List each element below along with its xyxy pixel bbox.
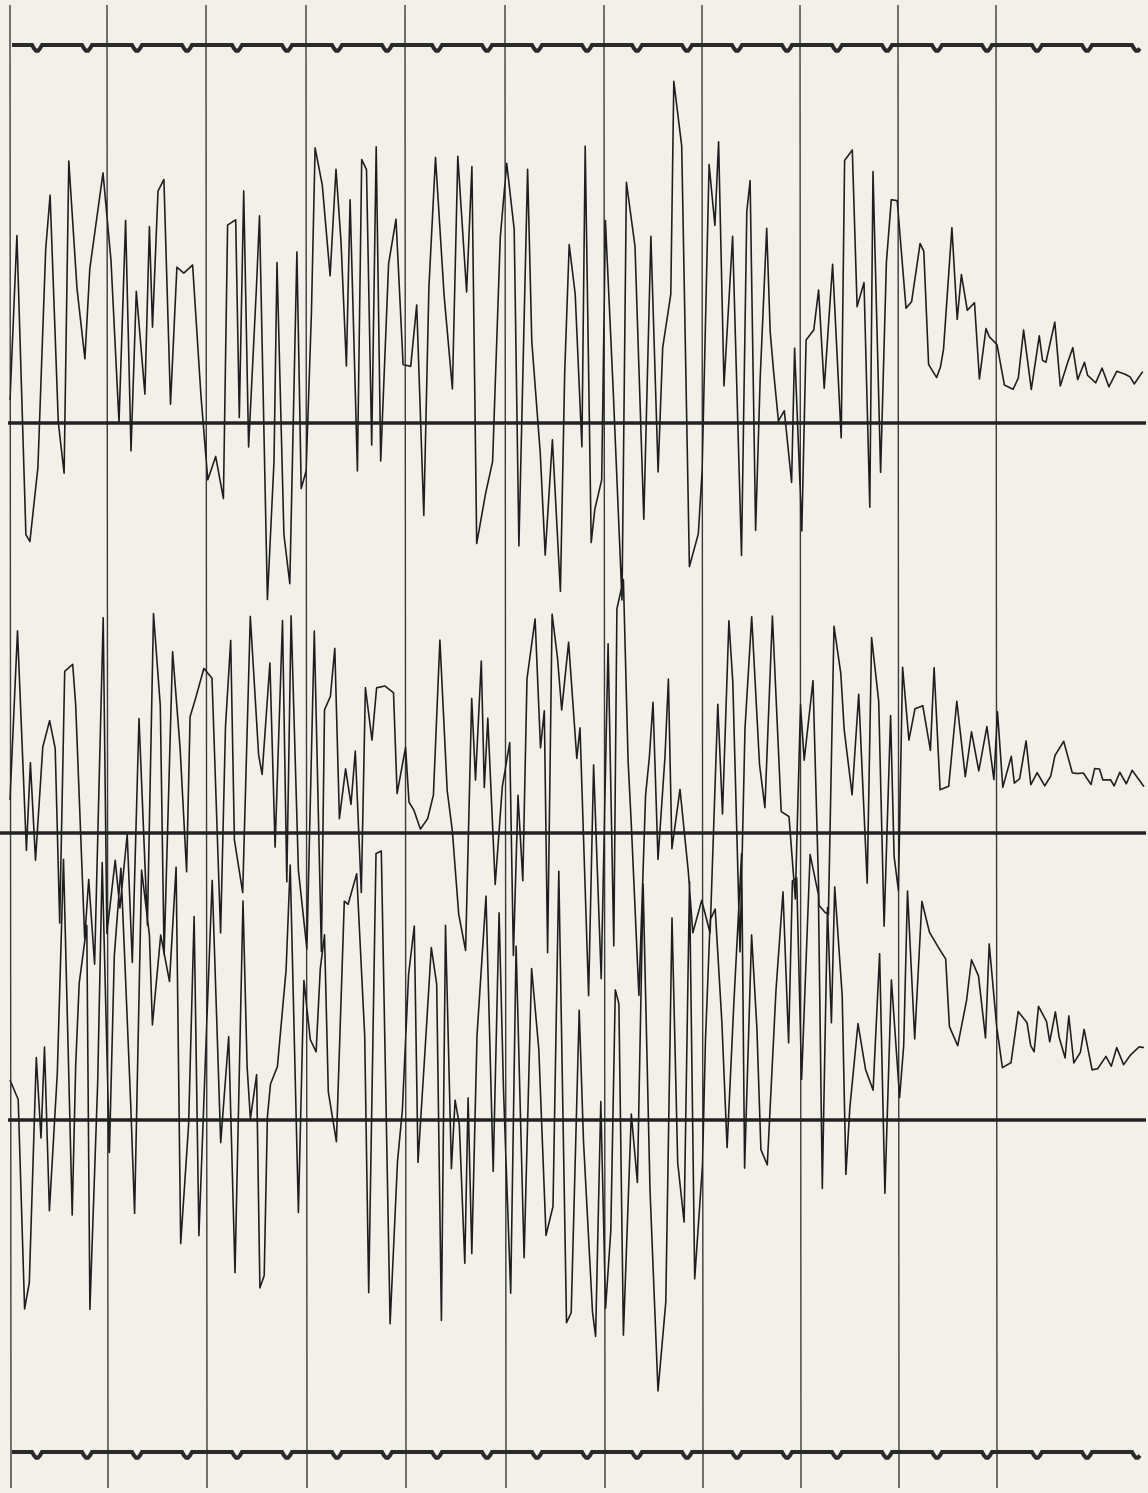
time-line [306, 5, 307, 1488]
accelerogram-record [0, 0, 1148, 1493]
time-line [505, 5, 506, 1488]
paper [0, 0, 1148, 1493]
time-line [702, 5, 703, 1488]
page: (() => { const svg = document.getElement… [0, 0, 1148, 1493]
